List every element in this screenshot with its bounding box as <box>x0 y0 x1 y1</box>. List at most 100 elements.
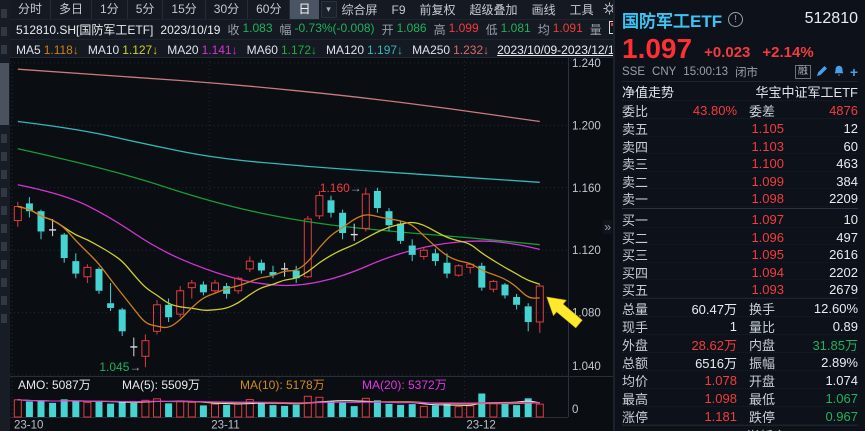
candle-11/07[interactable] <box>258 260 265 274</box>
candle-11/27[interactable] <box>420 247 427 259</box>
bid-row-买二[interactable]: 买二1.096497 <box>622 228 858 246</box>
ask-row-卖二[interactable]: 卖二1.099384 <box>622 172 858 190</box>
candle-10/10[interactable] <box>26 197 33 217</box>
book-price[interactable]: 1.098 <box>664 191 784 206</box>
volume-legend-ma20: MA(20): 5372万 <box>362 378 447 392</box>
candle-10/16[interactable] <box>72 253 79 278</box>
date-range-selector[interactable]: 2023/10/09-2023/12/11(46日) <box>497 41 613 58</box>
candle-10/25[interactable] <box>154 300 161 334</box>
stat-value-振幅: 2.89% <box>785 355 858 370</box>
bid-row-买一[interactable]: 买一1.09710 <box>622 210 858 228</box>
valuation-grid: IOPV1.0965溢折率0.05%净值1.0768贴水率1.88%流通盘4.8… <box>622 426 858 431</box>
ask-row-卖一[interactable]: 卖一1.0982209 <box>622 189 858 207</box>
toolbar-button-综合屏[interactable]: 综合屏 <box>337 1 383 18</box>
nav-trend-label[interactable]: 净值走势 <box>622 82 674 101</box>
chart-svg[interactable]: 1.2401.2001.1601.1201.0801.0401.045→1.16… <box>10 57 613 431</box>
field-value-低: 1.081 <box>501 21 531 38</box>
candle-12/07[interactable] <box>513 294 520 310</box>
candle-10/17[interactable] <box>84 264 91 283</box>
edit-icon[interactable] <box>816 65 828 80</box>
toolbar-button-工具[interactable]: 工具 <box>565 1 599 18</box>
book-price[interactable]: 1.105 <box>664 121 784 136</box>
panel-expander-handle[interactable]: » <box>603 220 612 234</box>
candle-10/13[interactable] <box>61 233 68 263</box>
underlying-index-name: 华宝中证军工ETF <box>755 82 858 101</box>
book-price[interactable]: 1.096 <box>664 230 784 245</box>
dock-glyph <box>1 296 7 305</box>
ohlc-fields: 收1.083幅-0.73%(-0.008)开1.086高1.099低1.081均… <box>227 21 613 38</box>
ma-legend-MA10: MA101.127↓ <box>88 43 158 57</box>
price-annotation: 1.045 <box>99 360 129 374</box>
candle-11/17[interactable] <box>351 224 358 241</box>
info-icon[interactable]: ! <box>728 12 743 27</box>
price-tick-label: 1.120 <box>572 245 601 257</box>
candle-11/13[interactable] <box>304 216 311 278</box>
period-dropdown-icon[interactable]: ▾ <box>321 1 337 18</box>
book-price[interactable]: 1.097 <box>664 212 784 227</box>
gear-icon[interactable] <box>603 2 613 18</box>
book-level-label: 买三 <box>622 245 664 264</box>
book-price[interactable]: 1.099 <box>664 174 784 189</box>
candle-11/16[interactable] <box>339 210 346 240</box>
stat-value-总额: 6516万 <box>664 353 737 372</box>
tab-日[interactable]: 日 <box>289 0 318 19</box>
book-price[interactable]: 1.093 <box>664 282 784 297</box>
stat-label-涨停: 涨停 <box>622 407 664 426</box>
dock-glyph <box>1 314 7 323</box>
candle-11/28[interactable] <box>432 249 439 266</box>
ask-row-卖五[interactable]: 卖五1.10512 <box>622 119 858 137</box>
x-axis-label: 23-10 <box>14 420 43 431</box>
tab-30分[interactable]: 30分 <box>205 0 247 19</box>
candle-10/23[interactable] <box>130 338 137 357</box>
volume-bar <box>351 406 358 417</box>
toolbar-button-F9[interactable]: F9 <box>387 3 411 17</box>
tab-60分[interactable]: 60分 <box>247 0 289 19</box>
tab-5分[interactable]: 5分 <box>127 0 163 19</box>
tab-15分[interactable]: 15分 <box>162 0 204 19</box>
candle-11/24[interactable] <box>409 239 416 261</box>
chart-toolbar: 分时多日1分5分15分30分60分日▾ 综合屏F9前复权超级叠加画线工具 > 5… <box>10 0 613 58</box>
candle-10/09[interactable] <box>14 202 21 227</box>
bid-row-买四[interactable]: 买四1.0942202 <box>622 263 858 281</box>
book-volume: 12 <box>784 121 858 136</box>
toolbar-button-画线[interactable]: 画线 <box>527 1 561 18</box>
candle-10/19[interactable] <box>107 283 114 311</box>
candle-11/20[interactable] <box>362 188 369 232</box>
candle-11/15[interactable] <box>328 196 335 218</box>
weibi-label-委差: 委差 <box>737 101 785 120</box>
candle-12/04[interactable] <box>478 263 485 291</box>
add-icon[interactable]: + <box>850 64 858 80</box>
candle-11/06[interactable] <box>246 256 253 272</box>
toolbar-button-前复权[interactable]: 前复权 <box>415 1 461 18</box>
candle-11/02[interactable] <box>223 283 230 299</box>
candle-10/24[interactable] <box>142 334 149 367</box>
ask-row-卖四[interactable]: 卖四1.10360 <box>622 137 858 155</box>
alert-bell-icon[interactable] <box>833 65 845 80</box>
ma-value: 1.118↓ <box>44 43 79 57</box>
candle-10/18[interactable] <box>96 267 103 294</box>
candle-12/11[interactable] <box>536 285 543 333</box>
toolbar-button-超级叠加[interactable]: 超级叠加 <box>465 1 523 18</box>
bid-row-买三[interactable]: 买三1.0952616 <box>622 245 858 263</box>
candle-12/08[interactable] <box>525 303 532 331</box>
candlestick-chart[interactable]: 1.2401.2001.1601.1201.0801.0401.045→1.16… <box>10 57 613 431</box>
candle-11/30[interactable] <box>455 264 462 276</box>
book-price[interactable]: 1.100 <box>664 156 784 171</box>
candle-10/20[interactable] <box>119 308 126 336</box>
candle-11/09[interactable] <box>281 263 288 277</box>
book-price[interactable]: 1.103 <box>664 139 784 154</box>
book-price[interactable]: 1.094 <box>664 265 784 280</box>
tab-多日[interactable]: 多日 <box>50 0 91 19</box>
book-price[interactable]: 1.095 <box>664 247 784 262</box>
bid-row-买五[interactable]: 买五1.0932679 <box>622 280 858 298</box>
ask-row-卖三[interactable]: 卖三1.100463 <box>622 154 858 172</box>
candle-10/31[interactable] <box>200 281 207 295</box>
candle-10/30[interactable] <box>188 280 195 299</box>
tab-分时[interactable]: 分时 <box>10 0 50 19</box>
candle-12/06[interactable] <box>502 283 509 299</box>
candle-11/14[interactable] <box>316 191 323 219</box>
candle-11/21[interactable] <box>374 188 381 213</box>
book-level-label: 买五 <box>622 280 664 299</box>
candle-12/05[interactable] <box>490 280 497 292</box>
tab-1分[interactable]: 1分 <box>91 0 127 19</box>
